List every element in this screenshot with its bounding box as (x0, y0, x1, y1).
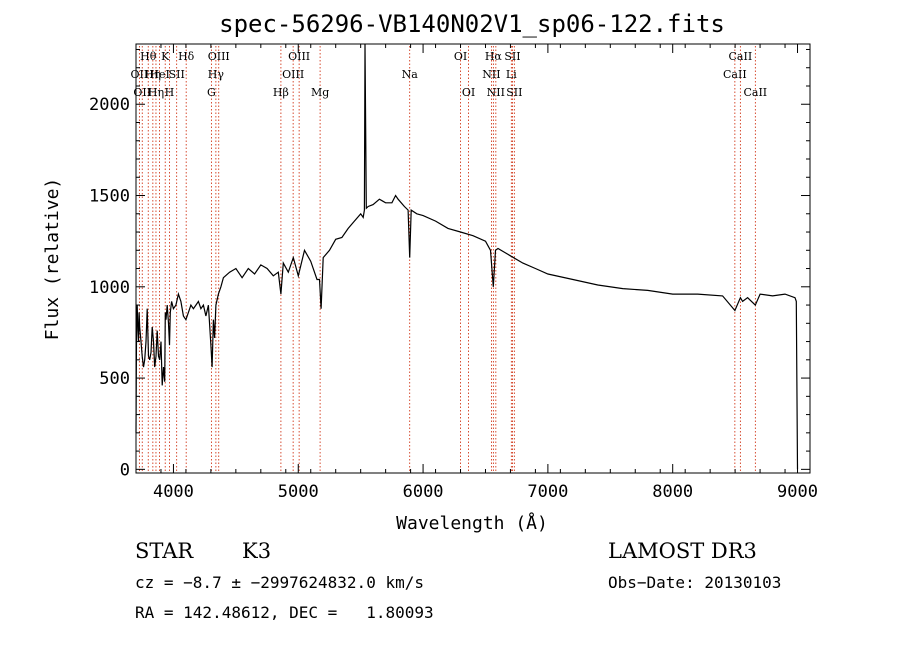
line-label: OIII (288, 50, 310, 63)
line-label: OIII (282, 68, 304, 81)
line-label: CaII (729, 50, 753, 63)
line-label: Hη (148, 86, 164, 99)
line-label: Na (402, 68, 419, 81)
x-axis: 4000 5000 6000 7000 8000 9000 (135, 44, 818, 502)
redshift-text: cz = −8.7 ± −2997624832.0 km/s (135, 573, 424, 592)
x-tick-label: 5000 (278, 482, 319, 502)
x-tick-label: 4000 (153, 482, 194, 502)
line-label: Hβ (273, 86, 289, 99)
line-label: H (165, 86, 175, 99)
coordinates-text: RA = 142.48612, DEC = 1.80093 (135, 603, 434, 622)
object-type: STAR (135, 539, 194, 563)
line-label: Li (506, 68, 517, 81)
y-tick-label: 1500 (89, 187, 130, 207)
y-axis-label: Flux (relative) (42, 178, 63, 341)
line-label: CaII (743, 86, 767, 99)
line-label: Hη (145, 68, 161, 81)
line-label: Hγ (208, 68, 225, 81)
spectrum-line (135, 43, 799, 470)
line-label: Hδ (178, 50, 195, 63)
line-label: OII (133, 86, 151, 99)
y-tick-label: 0 (120, 460, 130, 480)
spectral-line-labels: OIIOIIHθHηHηHeIKHSIIHδGHγOIIIHβOIIIOIIIM… (131, 50, 768, 99)
x-axis-label: Wavelength (Å) (396, 512, 548, 534)
line-label: Mg (311, 86, 329, 99)
x-tick-label: 7000 (527, 482, 568, 502)
x-tick-label: 6000 (403, 482, 444, 502)
line-label: OI (454, 50, 467, 63)
y-tick-label: 2000 (89, 95, 130, 115)
line-label: OII (131, 68, 149, 81)
x-tick-label: 9000 (777, 482, 818, 502)
line-label: G (207, 86, 216, 99)
line-label: Hθ (140, 50, 157, 63)
line-label: HeI (149, 68, 169, 81)
line-label: CaII (723, 68, 747, 81)
spectral-subclass: K3 (242, 539, 272, 563)
y-axis: 0 500 1000 1500 2000 (89, 48, 810, 480)
line-label: NII (482, 68, 500, 81)
line-label: SII (506, 86, 522, 99)
survey-name: LAMOST DR3 (608, 539, 757, 563)
line-label: SII (504, 50, 520, 63)
y-tick-label: 500 (99, 369, 130, 389)
line-label: NII (487, 86, 505, 99)
line-label: Hα (485, 50, 503, 63)
line-label: OI (462, 86, 475, 99)
line-label: OIII (208, 50, 230, 63)
y-tick-label: 1000 (89, 278, 130, 298)
x-tick-label: 8000 (652, 482, 693, 502)
obs-date: Obs−Date: 20130103 (608, 573, 782, 592)
spectral-line-markers (138, 46, 756, 473)
chart-title: spec-56296-VB140N02V1_sp06-122.fits (219, 10, 725, 38)
line-label: K (161, 50, 170, 63)
line-label: SII (169, 68, 185, 81)
plot-frame (135, 43, 811, 474)
